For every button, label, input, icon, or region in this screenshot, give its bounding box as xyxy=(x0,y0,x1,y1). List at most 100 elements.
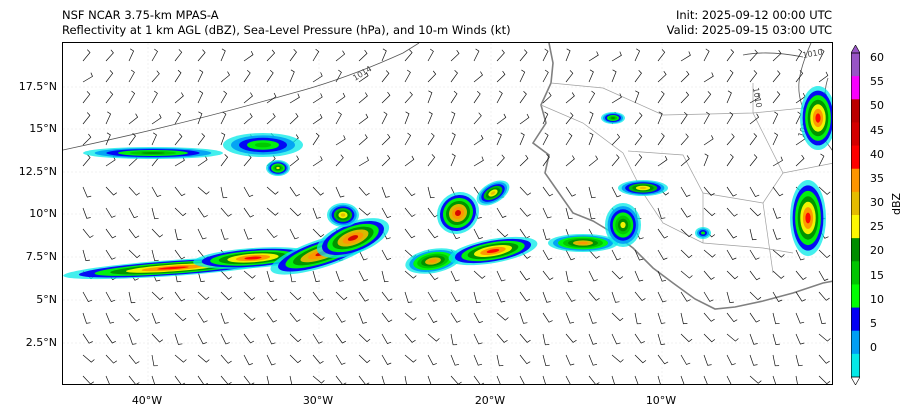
colorbar xyxy=(851,45,860,385)
wind-barb xyxy=(381,312,393,323)
wind-barb xyxy=(657,333,666,345)
isobar-label: 1010 xyxy=(802,48,824,60)
wind-barb xyxy=(197,186,210,195)
wind-barb xyxy=(312,113,323,125)
wind-barb xyxy=(588,375,600,384)
wind-barb xyxy=(82,186,92,198)
wind-barb xyxy=(519,49,528,62)
wind-barb xyxy=(243,312,256,321)
wind-barb xyxy=(473,270,486,279)
colorbar-label: 20 xyxy=(870,244,884,258)
wind-barb xyxy=(151,228,164,238)
wind-barb xyxy=(105,207,116,218)
wind-barb xyxy=(151,132,157,146)
wind-barb xyxy=(220,48,226,62)
wind-barb xyxy=(404,270,417,279)
reflectivity-cell xyxy=(347,235,359,241)
wind-barb xyxy=(312,291,324,302)
wind-barb xyxy=(151,354,158,367)
reflectivity-field xyxy=(63,86,832,280)
wind-barb xyxy=(634,48,641,62)
wind-barb xyxy=(772,111,779,125)
wind-barb xyxy=(749,93,760,104)
lat-tick: 12.5°N xyxy=(18,165,57,178)
colorbar-label: 35 xyxy=(870,171,884,185)
wind-barb xyxy=(496,70,506,83)
wind-barb xyxy=(818,186,831,195)
wind-barb xyxy=(266,207,279,216)
wind-barb xyxy=(243,92,253,104)
wind-barb xyxy=(82,154,91,167)
wind-barb xyxy=(174,228,182,241)
wind-barb xyxy=(703,91,712,104)
wind-barb xyxy=(243,207,254,218)
wind-barb xyxy=(726,333,739,342)
wind-barb xyxy=(220,186,228,199)
wind-barb xyxy=(174,133,183,146)
wind-barb xyxy=(726,111,734,125)
wind-barb xyxy=(243,333,255,344)
wind-barb xyxy=(772,312,780,325)
wind-barb xyxy=(726,69,734,83)
wind-barb xyxy=(818,71,829,83)
wind-barb xyxy=(174,207,187,217)
wind-barb xyxy=(404,69,411,83)
wind-barb xyxy=(634,312,642,325)
wind-barb xyxy=(151,333,164,343)
wind-barb xyxy=(197,291,210,300)
wind-barb xyxy=(128,113,139,125)
wind-barb xyxy=(611,69,617,83)
wind-barb xyxy=(496,312,509,321)
wind-barb xyxy=(289,112,299,125)
wind-barb xyxy=(749,113,760,125)
wind-barb xyxy=(749,70,758,83)
wind-barb xyxy=(496,154,505,167)
wind-barb xyxy=(289,186,300,197)
wind-barb xyxy=(335,312,346,323)
wind-barb xyxy=(266,312,277,323)
wind-barb xyxy=(266,270,275,282)
wind-barb xyxy=(680,133,689,146)
wind-barb xyxy=(105,132,111,146)
wind-barb xyxy=(795,270,807,280)
wind-barb xyxy=(519,228,530,239)
wind-barb xyxy=(404,207,416,218)
wind-barb xyxy=(105,111,112,125)
wind-barb xyxy=(703,270,715,280)
wind-barb xyxy=(565,207,573,219)
wind-barb xyxy=(128,228,140,239)
wind-barb xyxy=(358,354,371,364)
wind-barb xyxy=(772,186,784,197)
wind-barb xyxy=(450,132,456,146)
wind-barb xyxy=(542,312,553,323)
wind-barb xyxy=(358,72,369,83)
reflectivity-cell xyxy=(805,212,811,224)
wind-barb xyxy=(427,270,439,281)
wind-barb xyxy=(197,333,207,345)
isobars xyxy=(63,43,832,151)
wind-barb xyxy=(542,291,551,303)
reflectivity-cell xyxy=(620,221,626,229)
wind-barb xyxy=(749,354,758,366)
wind-barb xyxy=(795,70,804,83)
wind-barb xyxy=(657,111,663,125)
wind-barb xyxy=(818,354,830,364)
wind-barb xyxy=(772,270,785,279)
wind-barb xyxy=(634,291,646,301)
wind-barb xyxy=(335,270,344,282)
wind-barb xyxy=(105,312,115,324)
model-title: NSF NCAR 3.75-km MPAS-A xyxy=(62,8,219,22)
wind-barb xyxy=(243,354,253,366)
wind-barb xyxy=(703,111,710,125)
coastline xyxy=(531,43,832,310)
wind-barb xyxy=(404,291,413,303)
wind-barb xyxy=(542,186,554,197)
wind-barb xyxy=(289,354,302,364)
wind-barb xyxy=(588,69,594,83)
wind-barb xyxy=(542,249,553,261)
wind-barb xyxy=(105,91,114,104)
wind-barb xyxy=(220,312,229,324)
wind-barb xyxy=(197,90,204,104)
wind-barb xyxy=(450,270,460,282)
wind-barb xyxy=(473,156,484,167)
